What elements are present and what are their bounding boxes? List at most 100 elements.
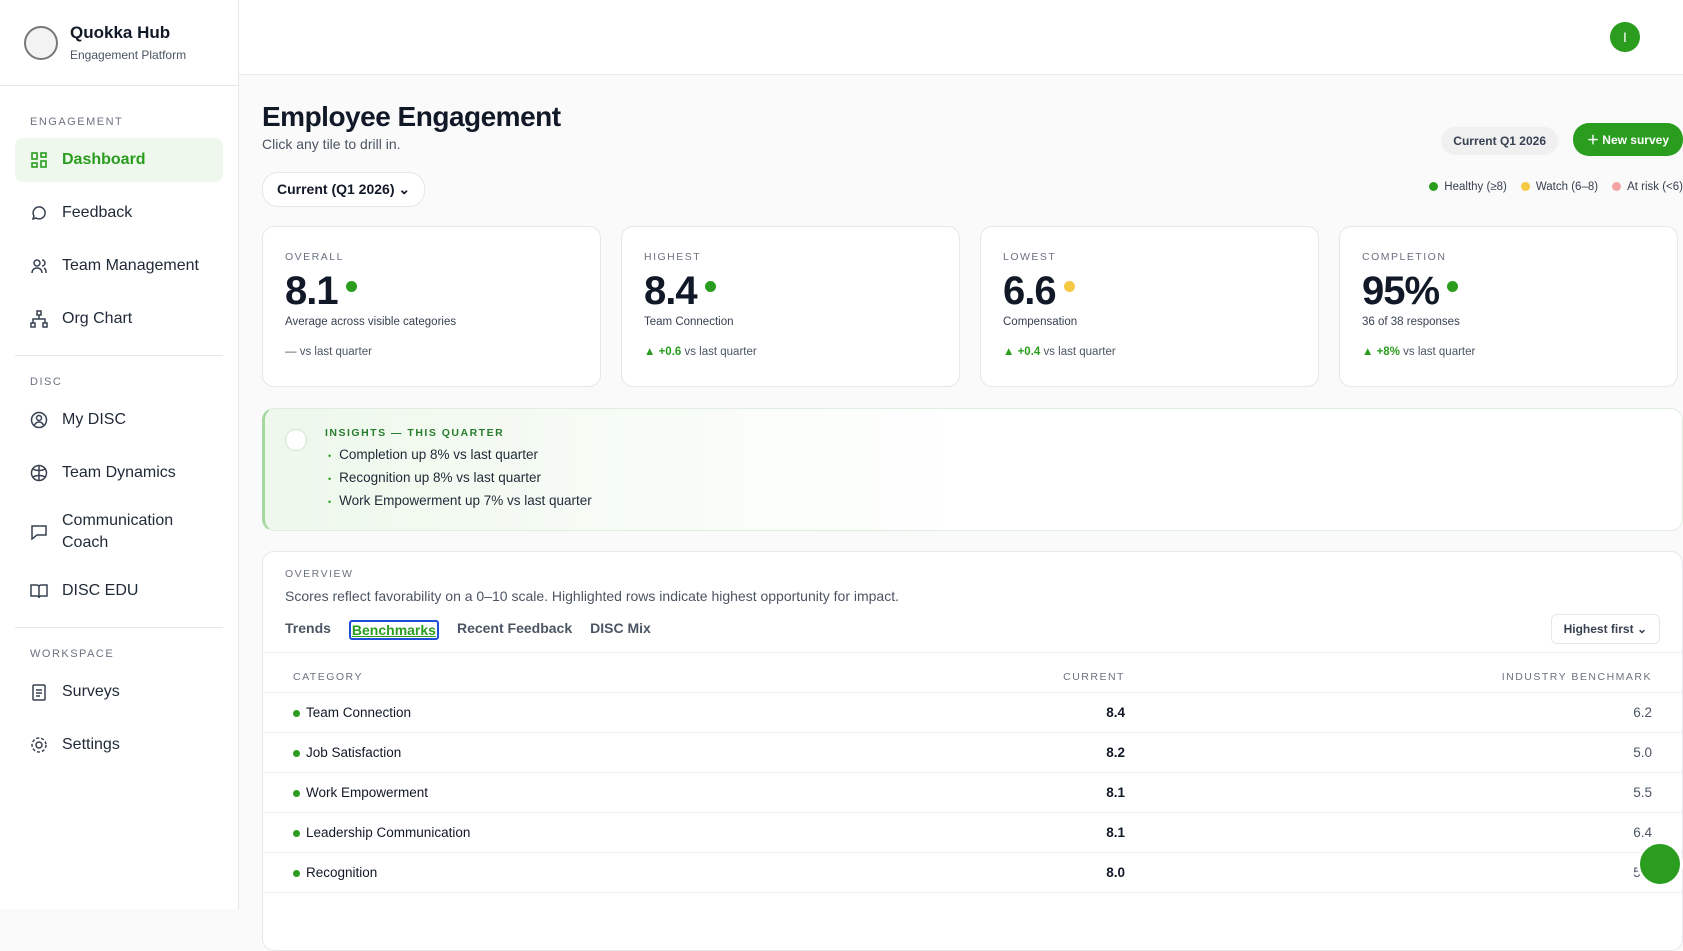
status-dot <box>1063 281 1075 292</box>
column-header: CATEGORY <box>263 652 830 693</box>
nav-item[interactable]: My DISC <box>15 398 223 442</box>
legend-item: At risk (<6) <box>1612 181 1683 193</box>
table-cell: Work Empowerment <box>263 772 830 813</box>
status-dot <box>293 749 300 757</box>
help-button[interactable] <box>1637 841 1683 887</box>
brand-name: Quokka Hub <box>70 23 171 42</box>
tabs: Trends Benchmarks Recent Feedback DISC Mix <box>285 620 1660 640</box>
status-dot <box>345 281 357 292</box>
avatar[interactable]: I <box>1610 22 1640 52</box>
kpi-card[interactable]: HIGHEST 8.4 Team Connection ▲ +0.6 vs last … <box>621 226 960 387</box>
table-row[interactable]: Leadership Communication 8.1 6.4 <box>263 812 1682 853</box>
kpi-delta-text: vs last quarter <box>1043 346 1116 358</box>
cell-text: 8.1 <box>1106 825 1125 840</box>
kpi-desc: Average across visible categories <box>285 316 457 328</box>
tab[interactable]: Trends <box>285 620 331 636</box>
overview-label: OVERVIEW <box>285 568 354 580</box>
table-row[interactable]: Team Connection 8.4 6.2 <box>263 692 1682 733</box>
kpi-delta-row: — vs last quarter <box>285 346 578 358</box>
nav-section: DISC <box>30 376 63 388</box>
nav-item[interactable]: Dashboard <box>15 138 223 182</box>
table-row[interactable]: Recognition 8.0 5.8 <box>263 852 1682 893</box>
nav-item[interactable]: Team Dynamics <box>15 451 223 495</box>
kpi-delta-text: vs last quarter <box>1403 346 1476 358</box>
kpi-value: 8.4 <box>644 269 698 313</box>
overview: OVERVIEW Scores reflect favorability on … <box>262 551 1683 951</box>
kpi-delta-text: vs last quarter <box>299 346 372 358</box>
arrow: ▲ <box>1003 346 1018 358</box>
cell-text: 8.4 <box>1106 705 1125 720</box>
table-cell: Leadership Communication <box>263 812 830 853</box>
logo <box>24 25 58 60</box>
kpi-value-row: 8.4 <box>644 269 937 314</box>
nav-item[interactable]: Feedback <box>15 191 223 235</box>
insights-title: INSIGHTS — THIS QUARTER <box>325 427 505 439</box>
table-row[interactable]: Work Empowerment 8.1 5.5 <box>263 772 1682 813</box>
table-cell: 8.1 <box>829 772 1180 813</box>
table-cell: 5.8 <box>1179 852 1682 893</box>
cell-text: 8.0 <box>1106 865 1125 880</box>
nav-section: ENGAGEMENT <box>30 116 124 128</box>
sort-select[interactable]: Highest first ⌄ <box>1550 614 1660 644</box>
nav-label: My DISC <box>62 411 126 428</box>
nav-label: Surveys <box>62 683 120 700</box>
top-bar: I <box>239 0 1683 75</box>
kpi-card[interactable]: COMPLETION 95% 36 of 38 responses ▲ +8% vs … <box>1339 226 1678 387</box>
kpi-delta: — <box>285 346 297 358</box>
table-row[interactable]: Job Satisfaction 8.2 5.0 <box>263 732 1682 773</box>
period-select[interactable]: Current (Q1 2026) ⌄ <box>262 172 426 207</box>
table-cell: Team Connection <box>263 692 830 733</box>
kpi-card[interactable]: LOWEST 6.6 Compensation ▲ +0.4 vs last quar… <box>980 226 1319 387</box>
status-dot <box>1447 281 1459 292</box>
insight-item: Completion up 8% vs last quarter <box>328 447 1682 462</box>
kpi-delta-row: ▲ +0.6 vs last quarter <box>644 346 937 358</box>
tab[interactable]: Recent Feedback <box>456 620 573 636</box>
page-subtitle: Click any tile to drill in. <box>262 136 401 152</box>
nav-item[interactable]: Settings <box>15 723 223 767</box>
nav-item[interactable]: DISC EDU <box>15 569 223 613</box>
table-cell: 8.4 <box>829 692 1180 733</box>
nav-label: Settings <box>62 736 120 753</box>
kpi-delta-row: ▲ +8% vs last quarter <box>1362 346 1655 358</box>
legend: Healthy (≥8) Watch (6–8) At risk (<6) <box>1429 181 1683 193</box>
cell-text: Recognition <box>306 865 378 880</box>
nav-label: Communication Coach <box>62 512 174 551</box>
arrow: ▲ <box>1362 346 1377 358</box>
nav-item[interactable]: Communication Coach <box>15 504 223 560</box>
status-dot <box>293 789 300 797</box>
insights: INSIGHTS — THIS QUARTER Completion up 8%… <box>262 408 1683 531</box>
kpi-label: LOWEST <box>1003 251 1057 263</box>
status-dot <box>293 709 300 717</box>
tab[interactable]: DISC Mix <box>590 620 651 636</box>
cell-text: Team Connection <box>306 705 412 720</box>
nav-item[interactable]: Surveys <box>15 670 223 714</box>
nav-item[interactable]: Team Management <box>15 244 223 288</box>
brand: Quokka Hub Engagement Platform <box>0 0 238 86</box>
tab[interactable]: Benchmarks <box>348 620 439 640</box>
legend-label: At risk (<6) <box>1627 181 1683 193</box>
insight-item: Work Empowerment up 7% vs last quarter <box>328 493 1682 508</box>
kpi-value-row: 95% <box>1362 269 1655 314</box>
nav-item[interactable]: Org Chart <box>15 297 223 341</box>
legend-label: Healthy (≥8) <box>1444 181 1507 193</box>
cell-text: 5.5 <box>1633 785 1652 800</box>
table-cell: Job Satisfaction <box>263 732 830 773</box>
kpi-value-row: 8.1 <box>285 269 578 314</box>
table-cell: 8.0 <box>829 852 1180 893</box>
kpi-delta: +0.6 <box>658 346 682 358</box>
column-header: INDUSTRY BENCHMARK <box>1179 652 1682 693</box>
divider <box>15 627 223 628</box>
select-label: Current (Q1 2026) <box>277 181 395 197</box>
legend-item: Watch (6–8) <box>1520 181 1598 193</box>
table: CATEGORY CURRENT INDUSTRY BENCHMARK Team Co… <box>263 652 1682 893</box>
new-survey-button[interactable]: ＋ New survey <box>1572 123 1683 156</box>
kpi-value: 8.1 <box>285 269 339 313</box>
table-cell: 5.0 <box>1179 732 1682 773</box>
nav-label: Team Management <box>62 257 199 274</box>
nav-label: Feedback <box>62 204 133 221</box>
table-cell: 6.2 <box>1179 692 1682 733</box>
status-dot <box>704 281 716 292</box>
kpi-desc: 36 of 38 responses <box>1362 316 1460 328</box>
table-cell: 5.5 <box>1179 772 1682 813</box>
kpi-card[interactable]: OVERALL 8.1 Average across visible categor… <box>262 226 601 387</box>
